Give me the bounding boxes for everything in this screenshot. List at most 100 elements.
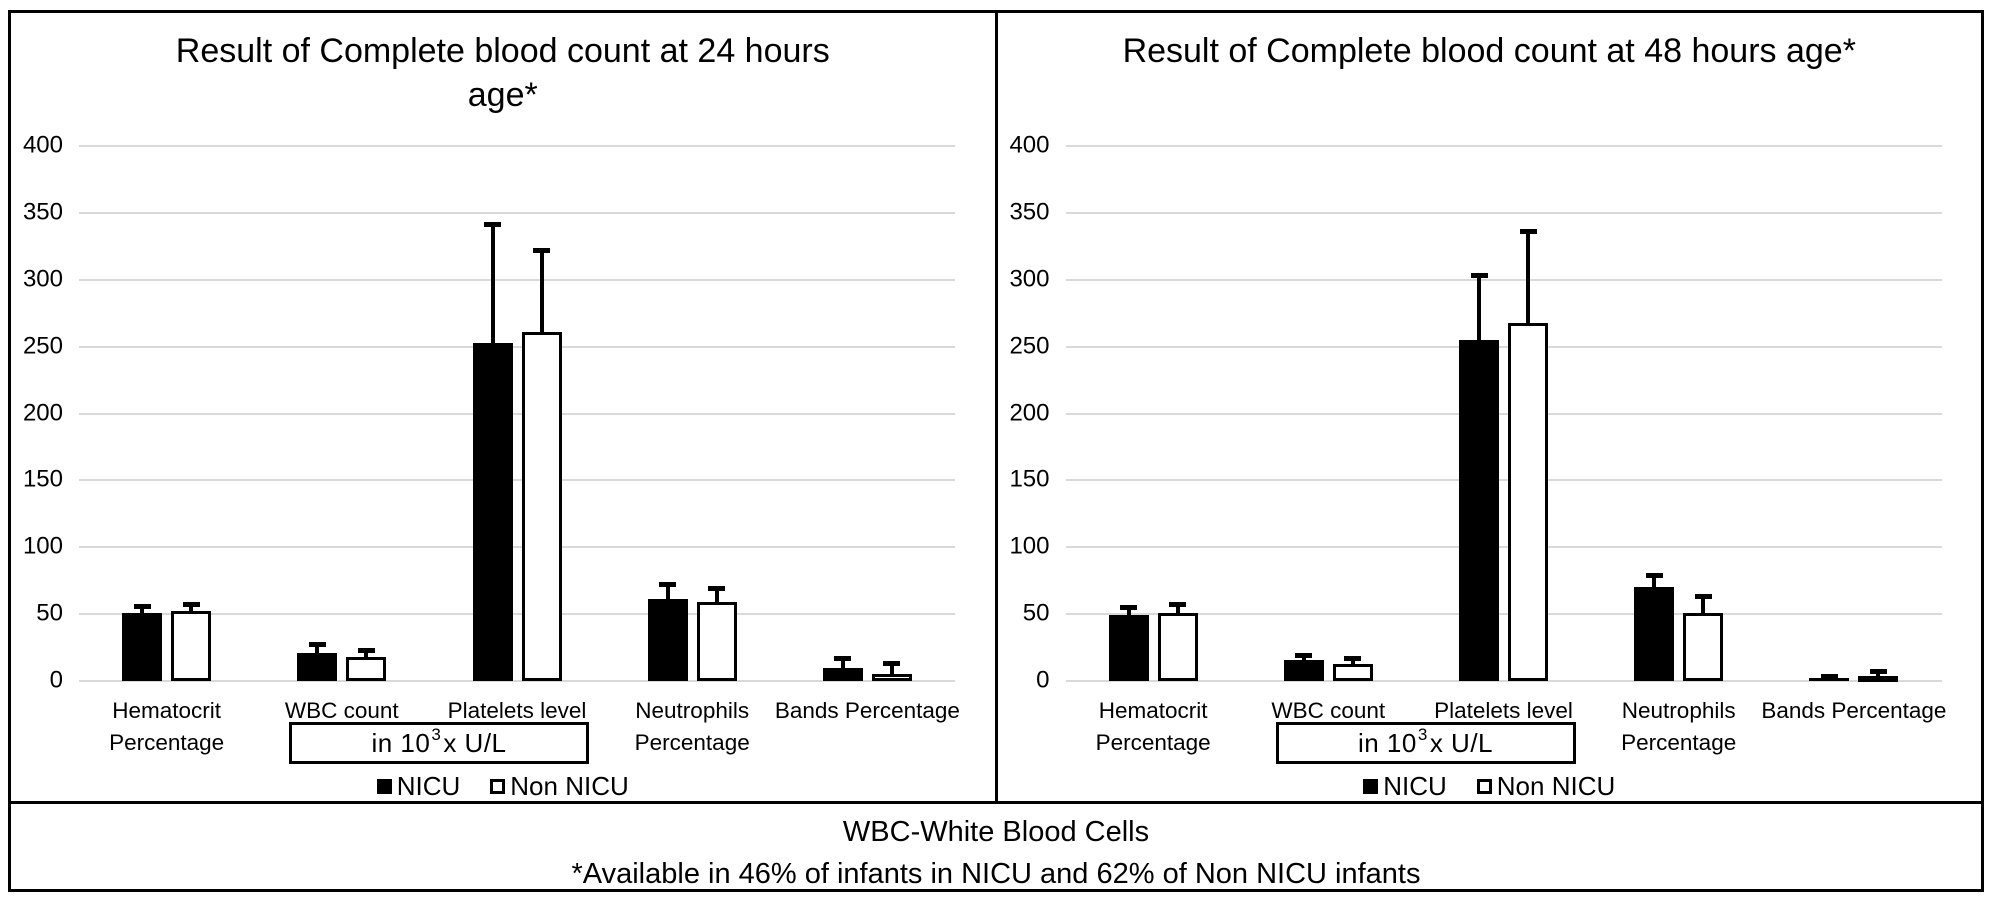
y-axis-tick-label: 150: [1009, 465, 1050, 493]
error-bar-cap: [1645, 572, 1663, 578]
error-bar: [714, 588, 719, 603]
gridline-200: [1065, 412, 1942, 415]
gridline-400: [79, 145, 955, 147]
non-nicu-swatch-icon: [1476, 779, 1492, 794]
gridline-150: [1065, 479, 1942, 482]
error-bar: [1126, 607, 1131, 616]
bar-nicu: [1809, 678, 1850, 681]
bar-non-nicu: [521, 331, 562, 681]
error-bar: [840, 658, 845, 668]
y-axis-tick-label: 0: [1036, 666, 1050, 694]
unit-annotation-box: in 10 3 x U/L: [1275, 722, 1576, 764]
y-axis-tick-label: 200: [22, 398, 63, 426]
figure-footnote: WBC-White Blood Cells *Available in 46% …: [11, 801, 1981, 892]
category-label: Bands Percentage: [1761, 698, 1947, 723]
gridline-50: [1065, 613, 1942, 616]
category-label: Bands Percentage: [774, 698, 960, 723]
y-axis-tick-label: 250: [22, 332, 63, 360]
unit-text-suffix: x U/L: [1429, 727, 1494, 758]
error-bar: [140, 606, 145, 613]
error-bar: [1701, 596, 1706, 613]
category-label: WBC count: [284, 698, 399, 723]
nicu-swatch-icon: [1363, 779, 1379, 794]
error-bar-cap: [659, 582, 677, 588]
unit-text-superscript: 3: [1417, 725, 1428, 744]
y-axis-tick-label: 350: [1009, 198, 1050, 226]
chart-panels-row: Result of Complete blood count at 24 hou…: [11, 13, 1981, 801]
y-axis-tick-label: 0: [49, 666, 63, 694]
bar-nicu: [1459, 339, 1499, 681]
bar-nicu: [1108, 615, 1149, 681]
gridline-150: [79, 479, 955, 482]
error-bar-cap: [1820, 674, 1838, 680]
y-axis-tick-label: 350: [22, 198, 63, 226]
error-bar-cap: [834, 655, 852, 661]
error-bar: [315, 644, 320, 653]
error-bar-cap: [708, 586, 726, 592]
error-bar-cap: [883, 661, 901, 667]
gridline-200: [79, 412, 955, 415]
error-bar: [364, 650, 369, 657]
unit-text-prefix: in 10: [1357, 727, 1417, 758]
gridline-350: [1065, 211, 1942, 214]
error-bar-cap: [484, 222, 501, 228]
y-axis-tick-label: 400: [22, 131, 63, 159]
y-axis-tick-label: 300: [1009, 265, 1050, 293]
error-bar-cap: [308, 642, 326, 648]
error-bar-cap: [1519, 229, 1537, 235]
unit-annotation-box: in 10 3 x U/L: [289, 722, 589, 764]
category-label: Hematocrit Percentage: [109, 698, 225, 755]
legend-48h: NICU Non NICU: [998, 771, 1982, 802]
y-axis-tick-label: 150: [22, 465, 63, 493]
error-bar: [490, 224, 495, 343]
bar-nicu: [297, 652, 338, 681]
bar-nicu: [647, 599, 688, 681]
legend-item-nicu: NICU: [376, 771, 461, 802]
y-axis-tick-label: 100: [1009, 532, 1050, 560]
legend-item-non-nicu: Non NICU: [1476, 771, 1616, 802]
legend-item-non-nicu: Non NICU: [490, 771, 629, 802]
chart-title-24h: Result of Complete blood count at 24 hou…: [175, 32, 830, 115]
bar-nicu: [472, 342, 513, 681]
category-label: Neutrophils Percentage: [634, 698, 750, 755]
gridline-100: [1065, 546, 1942, 549]
y-axis-tick-label: 100: [22, 532, 63, 560]
y-axis-tick-label: 300: [22, 265, 63, 293]
gridline-250: [1065, 345, 1942, 348]
error-bar: [889, 663, 894, 675]
category-label: WBC count: [1271, 698, 1386, 723]
legend-24h: NICU Non NICU: [11, 771, 995, 802]
non-nicu-swatch-icon: [490, 779, 506, 794]
gridline-400: [1065, 145, 1942, 147]
category-label: Platelets level: [1434, 698, 1573, 723]
y-axis-tick-label: 50: [36, 599, 63, 627]
unit-text-prefix: in 10: [371, 727, 431, 758]
error-bar-cap: [1694, 594, 1712, 600]
error-bar: [1477, 275, 1481, 340]
plot-area-48h: 0 50 100 150 200 250 300 350 400 Hematocrit Perce…: [1009, 131, 1946, 754]
error-bar-cap: [1470, 273, 1488, 279]
bar-non-nicu: [696, 602, 737, 681]
y-axis-tick-label: 50: [1022, 599, 1050, 627]
bar-non-nicu: [1332, 663, 1373, 681]
bar-non-nicu: [346, 656, 387, 681]
plot-area-24h: 0 50 100 150 200 250 300 350 400 Hematocrit Perce…: [23, 131, 960, 754]
chart-title-48h: Result of Complete blood count at 48 hou…: [1122, 32, 1856, 70]
error-bar-cap: [1869, 669, 1887, 675]
gridline-100: [79, 546, 955, 549]
error-bar-cap: [1120, 604, 1138, 610]
bar-nicu: [122, 612, 163, 681]
bar-non-nicu: [1508, 322, 1548, 681]
legend-label-nicu: NICU: [396, 771, 461, 801]
unit-text-superscript: 3: [431, 725, 442, 744]
gridline-300: [1065, 278, 1942, 281]
error-bar-cap: [133, 603, 151, 609]
nicu-swatch-icon: [376, 779, 392, 794]
error-bar: [539, 250, 544, 332]
gridline-0: [1065, 680, 1942, 682]
error-bar: [1350, 658, 1355, 664]
legend-label-non-nicu: Non NICU: [1496, 771, 1616, 801]
footnote-line-1: WBC-White Blood Cells: [842, 816, 1150, 848]
legend-label-non-nicu: Non NICU: [510, 771, 629, 801]
